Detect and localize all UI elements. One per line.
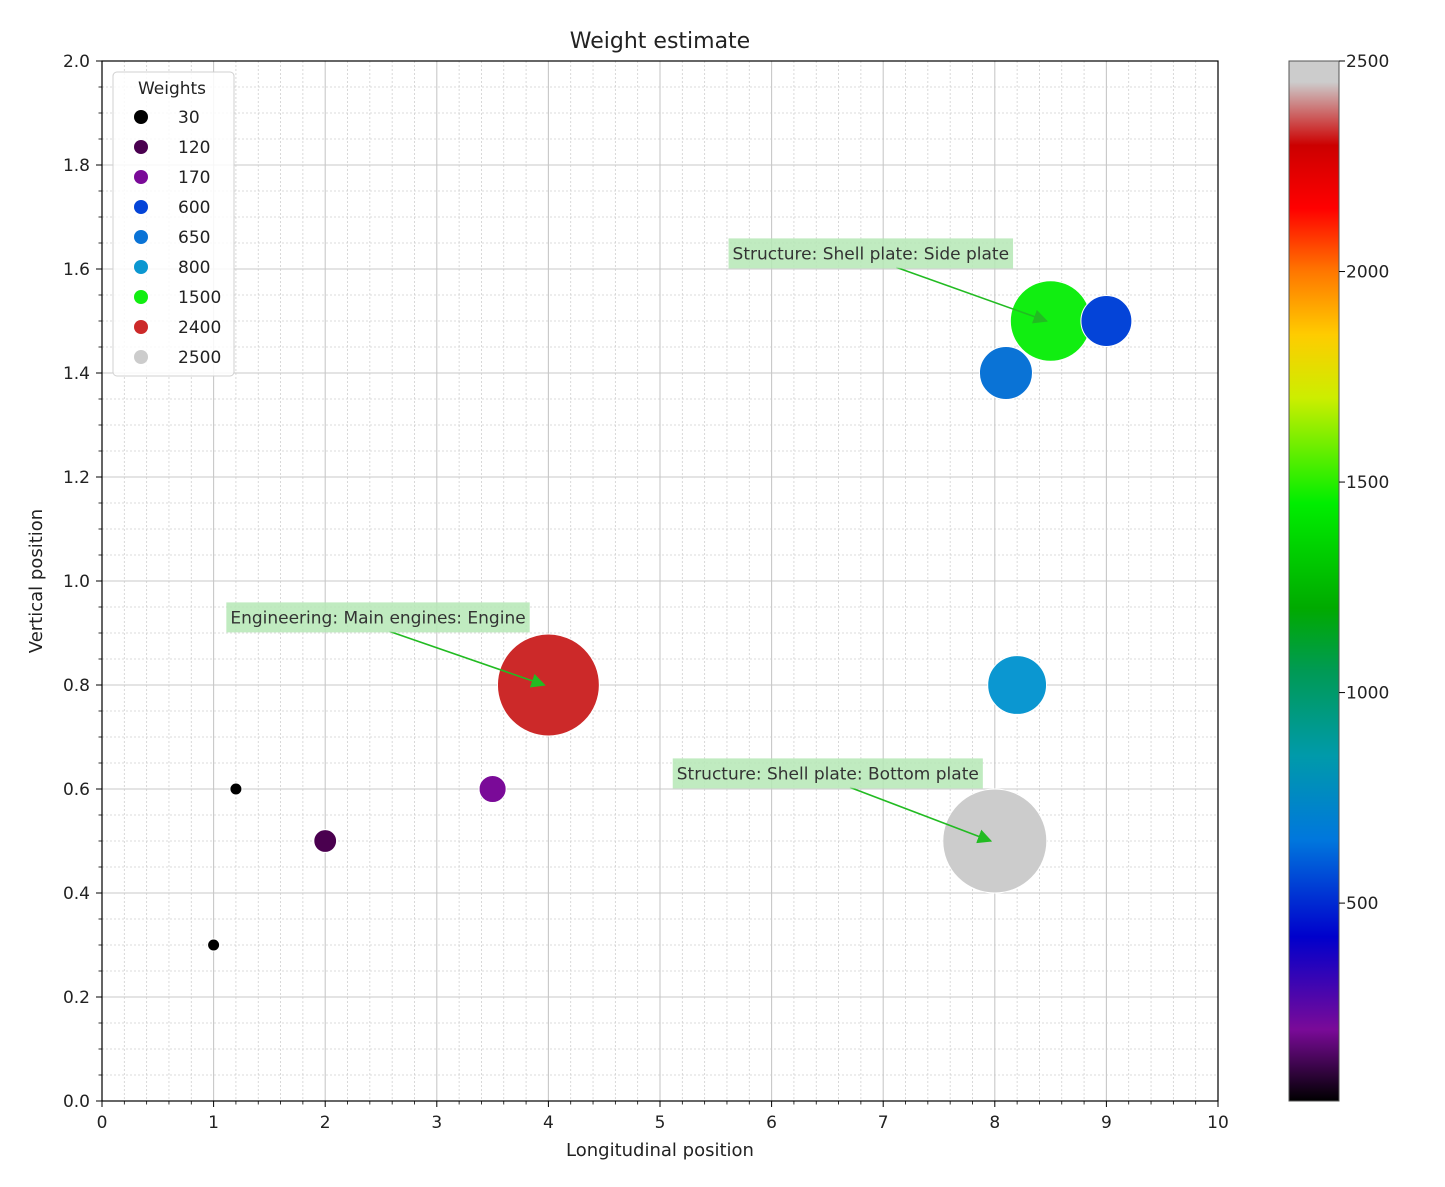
scatter-points xyxy=(207,280,1133,952)
y-tick-label: 0.4 xyxy=(63,884,90,904)
legend-marker xyxy=(134,230,148,244)
x-tick-label: 8 xyxy=(989,1113,1000,1133)
y-axis-ticks: 0.0 0.2 0.4 0.6 0.8 1.0 1.2 1.4 1.6 1.8 2.0 xyxy=(63,52,102,1112)
colorbar-ticks: 500 1000 1500 2000 2500 xyxy=(1339,52,1389,914)
annotations: Structure: Shell plate: Side plate Engine… xyxy=(226,238,1048,844)
legend-entries: 30 120 170 600 650 800 1500 2400 2500 xyxy=(134,108,221,368)
legend-label: 2500 xyxy=(178,348,221,368)
y-tick-label: 1.2 xyxy=(63,468,90,488)
y-tick-label: 2.0 xyxy=(63,52,90,72)
annotation-arrow xyxy=(849,786,993,844)
annotation-label: Structure: Shell plate: Bottom plate xyxy=(677,764,979,784)
legend-marker xyxy=(134,320,148,334)
y-tick-label: 1.8 xyxy=(63,156,90,176)
colorbar-gradient xyxy=(1288,60,1340,1102)
legend-label: 30 xyxy=(178,108,200,128)
scatter-point xyxy=(478,774,507,804)
annotation-box xyxy=(672,758,983,789)
colorbar-tick-label: 1500 xyxy=(1346,473,1389,493)
legend-marker xyxy=(134,350,148,364)
colorbar-tick-label: 1000 xyxy=(1346,684,1389,704)
colorbar-tick-label: 2500 xyxy=(1346,52,1389,72)
legend-marker xyxy=(134,200,148,214)
y-axis-label: Vertical position xyxy=(26,509,47,653)
y-tick-label: 0.0 xyxy=(63,1092,90,1112)
colorbar-tick-label: 500 xyxy=(1346,894,1378,914)
legend-label: 170 xyxy=(178,168,210,188)
legend-label: 1500 xyxy=(178,288,221,308)
legend-marker xyxy=(134,140,148,154)
x-tick-label: 4 xyxy=(543,1113,554,1133)
x-tick-label: 0 xyxy=(97,1113,108,1133)
scatter-point xyxy=(496,633,600,737)
scatter-point xyxy=(207,938,221,952)
colorbar-tick-label: 2000 xyxy=(1346,263,1389,283)
legend-title: Weights xyxy=(138,79,206,99)
y-tick-label: 1.4 xyxy=(63,364,90,384)
scatter-point xyxy=(229,782,243,796)
y-tick-label: 0.8 xyxy=(63,676,90,696)
x-tick-label: 3 xyxy=(431,1113,442,1133)
y-tick-label: 1.0 xyxy=(63,572,90,592)
x-tick-label: 9 xyxy=(1101,1113,1112,1133)
legend-marker xyxy=(134,110,148,124)
scatter-point xyxy=(1080,295,1133,347)
x-axis-ticks: 0 1 2 3 4 5 6 7 8 9 10 xyxy=(97,1101,1229,1133)
scatter-point xyxy=(978,345,1033,401)
x-tick-label: 1 xyxy=(208,1113,219,1133)
legend-label: 650 xyxy=(178,228,210,248)
annotation-box xyxy=(226,602,530,633)
x-tick-label: 5 xyxy=(655,1113,666,1133)
legend-marker xyxy=(134,170,148,184)
annotation-label: Engineering: Main engines: Engine xyxy=(230,608,525,628)
chart-title: Weight estimate xyxy=(570,29,750,54)
legend-label: 120 xyxy=(178,138,210,158)
y-tick-label: 0.2 xyxy=(63,988,90,1008)
legend: Weights 30 120 170 600 650 800 1500 2400 2500 xyxy=(112,71,235,377)
scatter-point xyxy=(1009,280,1092,362)
annotation-label: Structure: Shell plate: Side plate xyxy=(733,244,1010,264)
x-tick-label: 7 xyxy=(878,1113,889,1133)
y-tick-label: 0.6 xyxy=(63,780,90,800)
x-tick-label: 6 xyxy=(766,1113,777,1133)
colorbar: 500 1000 1500 2000 2500 xyxy=(1288,52,1389,1102)
x-tick-label: 10 xyxy=(1207,1113,1229,1133)
scatter-point xyxy=(942,788,1048,894)
legend-label: 2400 xyxy=(178,318,221,338)
legend-label: 600 xyxy=(178,198,210,218)
legend-marker xyxy=(134,290,148,304)
legend-label: 800 xyxy=(178,258,210,278)
scatter-point xyxy=(313,829,338,853)
y-tick-label: 1.6 xyxy=(63,260,90,280)
scatter-point xyxy=(987,655,1048,715)
x-axis-label: Longitudinal position xyxy=(566,1140,754,1161)
annotation-arrow xyxy=(389,630,546,688)
legend-marker xyxy=(134,260,148,274)
x-tick-label: 2 xyxy=(320,1113,331,1133)
annotation-box xyxy=(728,238,1014,269)
annotation-arrow xyxy=(896,266,1048,324)
